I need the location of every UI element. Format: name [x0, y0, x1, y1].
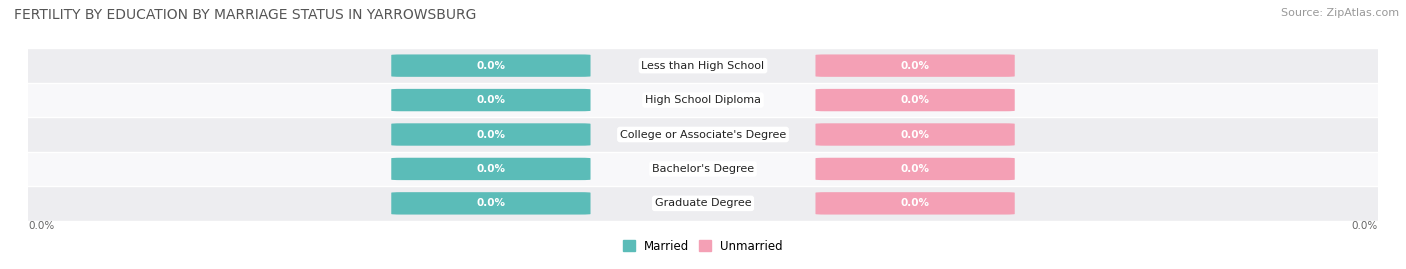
- Bar: [28, 117, 1378, 152]
- Legend: Married, Unmarried: Married, Unmarried: [623, 240, 783, 253]
- Text: 0.0%: 0.0%: [901, 164, 929, 174]
- Text: Source: ZipAtlas.com: Source: ZipAtlas.com: [1281, 8, 1399, 18]
- Text: 0.0%: 0.0%: [901, 61, 929, 71]
- Text: 0.0%: 0.0%: [901, 198, 929, 208]
- Text: 0.0%: 0.0%: [477, 129, 505, 140]
- Text: Graduate Degree: Graduate Degree: [655, 198, 751, 208]
- FancyBboxPatch shape: [815, 89, 1015, 111]
- Text: Bachelor's Degree: Bachelor's Degree: [652, 164, 754, 174]
- Text: 0.0%: 0.0%: [477, 61, 505, 71]
- Bar: [28, 152, 1378, 186]
- Text: Less than High School: Less than High School: [641, 61, 765, 71]
- FancyBboxPatch shape: [815, 192, 1015, 215]
- Bar: [28, 186, 1378, 221]
- FancyBboxPatch shape: [391, 54, 591, 77]
- Text: 0.0%: 0.0%: [477, 95, 505, 105]
- FancyBboxPatch shape: [815, 123, 1015, 146]
- Text: 0.0%: 0.0%: [1351, 221, 1378, 231]
- Text: High School Diploma: High School Diploma: [645, 95, 761, 105]
- Text: FERTILITY BY EDUCATION BY MARRIAGE STATUS IN YARROWSBURG: FERTILITY BY EDUCATION BY MARRIAGE STATU…: [14, 8, 477, 22]
- FancyBboxPatch shape: [815, 158, 1015, 180]
- Bar: [28, 48, 1378, 83]
- Text: 0.0%: 0.0%: [901, 95, 929, 105]
- FancyBboxPatch shape: [391, 89, 591, 111]
- Bar: [28, 83, 1378, 117]
- Text: 0.0%: 0.0%: [477, 198, 505, 208]
- FancyBboxPatch shape: [391, 192, 591, 215]
- Text: 0.0%: 0.0%: [28, 221, 55, 231]
- Text: 0.0%: 0.0%: [477, 164, 505, 174]
- Text: 0.0%: 0.0%: [901, 129, 929, 140]
- FancyBboxPatch shape: [815, 54, 1015, 77]
- FancyBboxPatch shape: [391, 123, 591, 146]
- FancyBboxPatch shape: [391, 158, 591, 180]
- Text: College or Associate's Degree: College or Associate's Degree: [620, 129, 786, 140]
